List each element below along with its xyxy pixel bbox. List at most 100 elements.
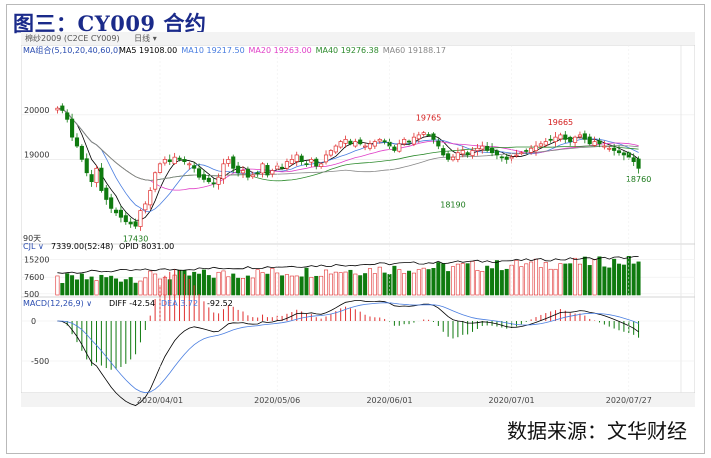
- candle-body: [436, 140, 441, 147]
- candle-body: [109, 197, 114, 209]
- volume-bar: [236, 277, 241, 296]
- cjl-legend-value: 7339.00(52:48): [51, 242, 113, 251]
- volume-bar: [612, 258, 617, 296]
- candle-body: [104, 187, 109, 200]
- volume-bar: [450, 266, 456, 296]
- candle-body: [314, 158, 319, 167]
- candle-body: [89, 174, 94, 183]
- volume-bar: [548, 268, 553, 296]
- volume-bar: [304, 267, 309, 296]
- volume-bar: [201, 269, 206, 296]
- candle-body: [597, 140, 602, 145]
- volume-bar: [60, 283, 65, 296]
- volume-bar: [138, 280, 143, 296]
- candle-body: [514, 154, 519, 157]
- candle-body: [363, 145, 368, 148]
- candle-body: [411, 136, 416, 145]
- volume-bar: [475, 270, 480, 296]
- volume-bar: [74, 279, 79, 296]
- candle-body: [153, 172, 158, 190]
- candle-body: [504, 156, 509, 160]
- volume-bar: [587, 265, 592, 296]
- candle-body: [206, 177, 211, 183]
- volume-bar: [568, 263, 573, 296]
- toolbar: 棉纱2009 (C2CE CY009) 日线 ▾: [21, 32, 695, 45]
- volume-bar: [602, 266, 607, 296]
- candle-body: [426, 134, 431, 136]
- macd-legend-label: MACD(12,26,9) ∨: [23, 299, 92, 308]
- volume-bar: [538, 267, 543, 296]
- candle-body: [519, 152, 524, 155]
- volume-bar: [470, 261, 475, 296]
- volume-bar: [328, 273, 333, 296]
- volume-bar: [284, 274, 289, 296]
- price-tick-label: 20000: [24, 106, 49, 115]
- candle-body: [402, 139, 407, 145]
- ma-legend-label: MA组合(5,10,20,40,60,0): [23, 45, 121, 55]
- volume-bar: [582, 256, 587, 296]
- ma-legend-item: MA40 19276.38: [316, 46, 379, 55]
- candle-body: [446, 153, 451, 160]
- macd-dea-line: [57, 302, 639, 394]
- volume-bar: [319, 275, 324, 296]
- candle-body: [529, 147, 534, 153]
- volume-bar: [524, 263, 529, 296]
- x-tick-label: 2020/05/06: [254, 396, 300, 405]
- volume-bar: [460, 263, 465, 296]
- volume-bar: [109, 275, 114, 296]
- volume-bar: [348, 269, 353, 296]
- volume-bar: [353, 273, 358, 296]
- volume-bar: [377, 266, 382, 296]
- candle-body: [323, 154, 329, 163]
- candle-body: [187, 163, 192, 166]
- volume-bar: [294, 275, 299, 296]
- candle-body: [123, 215, 128, 223]
- volume-bar: [499, 270, 504, 296]
- macd-legend-diff: DIFF -42.54: [109, 299, 155, 308]
- volume-bar: [382, 272, 387, 296]
- macd-tick-label: 0: [31, 317, 36, 326]
- candle-body: [348, 140, 353, 145]
- volume-bar: [240, 278, 246, 296]
- volume-bar: [553, 268, 558, 296]
- volume-bar: [206, 275, 211, 296]
- volume-bar: [343, 271, 348, 296]
- volume-bar: [226, 276, 231, 296]
- candle-body: [563, 134, 568, 140]
- volume-bar: [197, 273, 202, 296]
- candle-body: [465, 152, 470, 156]
- candle-body: [113, 209, 119, 214]
- volume-bar: [533, 258, 539, 296]
- figure-frame: [6, 4, 705, 454]
- candle-body: [431, 133, 436, 140]
- candle-body: [201, 174, 207, 180]
- candle-body: [450, 156, 456, 161]
- volume-bar: [631, 263, 636, 296]
- candle-body: [196, 168, 202, 178]
- candle-body: [367, 143, 373, 149]
- candle-body: [548, 138, 553, 141]
- volume-bar: [446, 271, 451, 296]
- candle-body: [470, 150, 475, 156]
- candle-body: [558, 134, 563, 140]
- period-select[interactable]: 日线 ▾: [134, 34, 157, 43]
- volume-bar: [55, 275, 60, 296]
- candle-body: [143, 203, 148, 211]
- volume-bar: [407, 270, 412, 296]
- contract-label[interactable]: 棉纱2009 (C2CE CY009): [25, 34, 120, 43]
- volume-bar: [153, 273, 158, 296]
- volume-bar: [314, 275, 319, 296]
- x-tick-label: 2020/07/01: [489, 396, 535, 405]
- macd-diff-line: [57, 300, 639, 406]
- volume-bar: [299, 276, 304, 296]
- candle-body: [148, 190, 153, 206]
- candle-body: [65, 112, 70, 120]
- candle-body: [231, 156, 236, 169]
- volume-bar: [529, 261, 534, 296]
- volume-bar: [636, 261, 641, 296]
- candle-body: [377, 139, 382, 142]
- volume-bar: [465, 263, 470, 296]
- volume-bar: [416, 269, 421, 296]
- volume-bar: [431, 268, 436, 296]
- candle-body: [616, 150, 622, 154]
